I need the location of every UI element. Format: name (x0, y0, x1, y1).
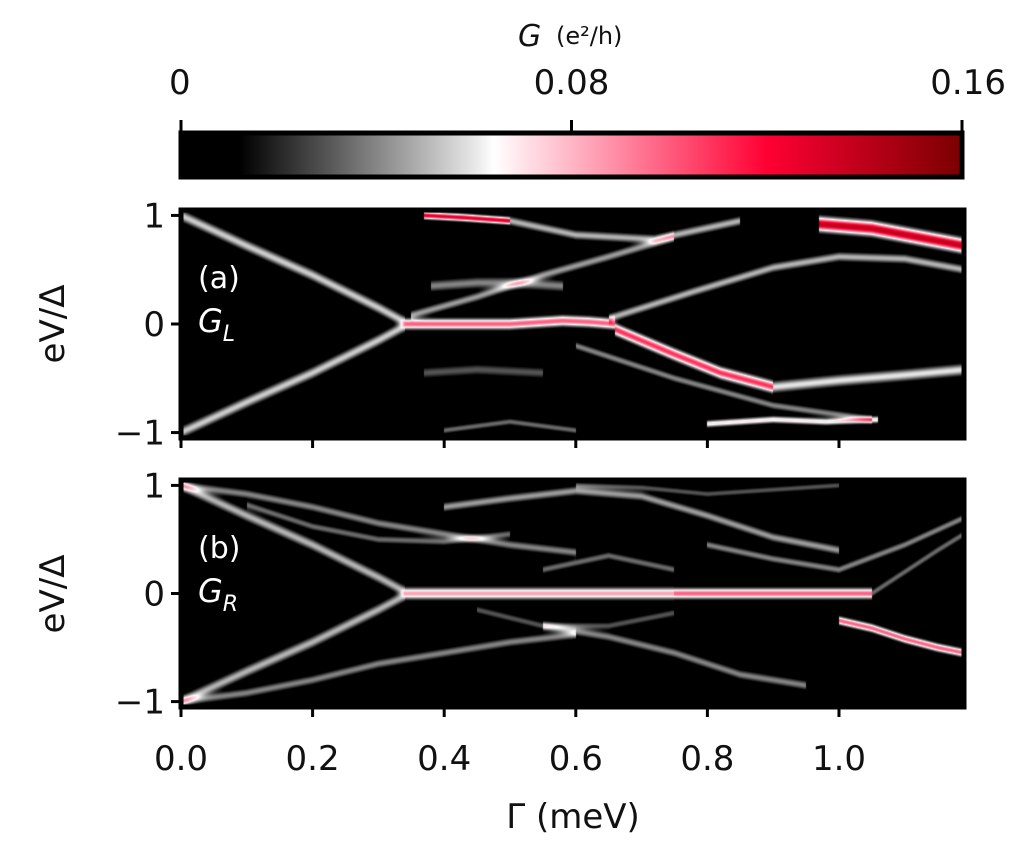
panel-b: (b) GR 1 0 −1 eV/Δ (33, 466, 967, 723)
y-tick-label: 1 (143, 466, 165, 506)
panel-b-quantity-symbol: G (198, 572, 223, 610)
x-tick-label: 0.6 (549, 739, 603, 779)
panel-a-quantity-subscript: L (223, 322, 235, 347)
x-tick-label: 0.2 (286, 739, 340, 779)
panel-b-heatmap (181, 480, 964, 707)
panel-b-quantity-subscript: R (223, 592, 238, 617)
panel-a-y-label: eV/Δ (33, 285, 73, 364)
colorbar-tick-label: 0 (169, 63, 191, 103)
panel-a-heatmap (181, 210, 964, 438)
colorbar-tick-labels: 0 0.08 0.16 (169, 63, 1006, 103)
colorbar-tick-label: 0.16 (930, 63, 1006, 103)
y-tick-label: 0 (143, 575, 165, 615)
y-tick-label: 0 (143, 305, 165, 345)
x-tick-label: 1.0 (812, 739, 866, 779)
panel-b-quantity: GR (198, 572, 238, 617)
y-tick-label: 1 (143, 196, 165, 236)
panel-a-quantity-symbol: G (198, 302, 223, 340)
y-tick-label: −1 (115, 683, 165, 723)
panel-a: (a) GL 1 0 −1 eV/Δ (33, 196, 967, 454)
colorbar (178, 130, 965, 180)
panel-b-y-ticks: 1 0 −1 (115, 466, 181, 723)
x-tick-label: 0.4 (417, 739, 471, 779)
x-tick-label: 0.0 (154, 739, 208, 779)
x-tick-label: 0.8 (680, 739, 734, 779)
panel-a-y-ticks: 1 0 −1 (115, 196, 181, 454)
y-tick-label: −1 (115, 414, 165, 454)
x-axis-ticks: 0.0 0.2 0.4 0.6 0.8 1.0 (154, 438, 866, 779)
panel-a-heatmap-holder (181, 210, 964, 438)
panel-b-y-label: eV/Δ (33, 555, 73, 634)
colorbar-title-symbol: G (518, 19, 541, 54)
colorbar-title-unit: (e²/h) (556, 22, 622, 50)
panel-b-tag: (b) (198, 531, 240, 566)
panel-b-heatmap-holder (181, 480, 964, 707)
panel-a-tag: (a) (198, 261, 240, 296)
panel-a-quantity: GL (198, 302, 235, 347)
x-axis-label: Γ (meV) (506, 797, 640, 837)
colorbar-tick-label: 0.08 (534, 63, 610, 103)
